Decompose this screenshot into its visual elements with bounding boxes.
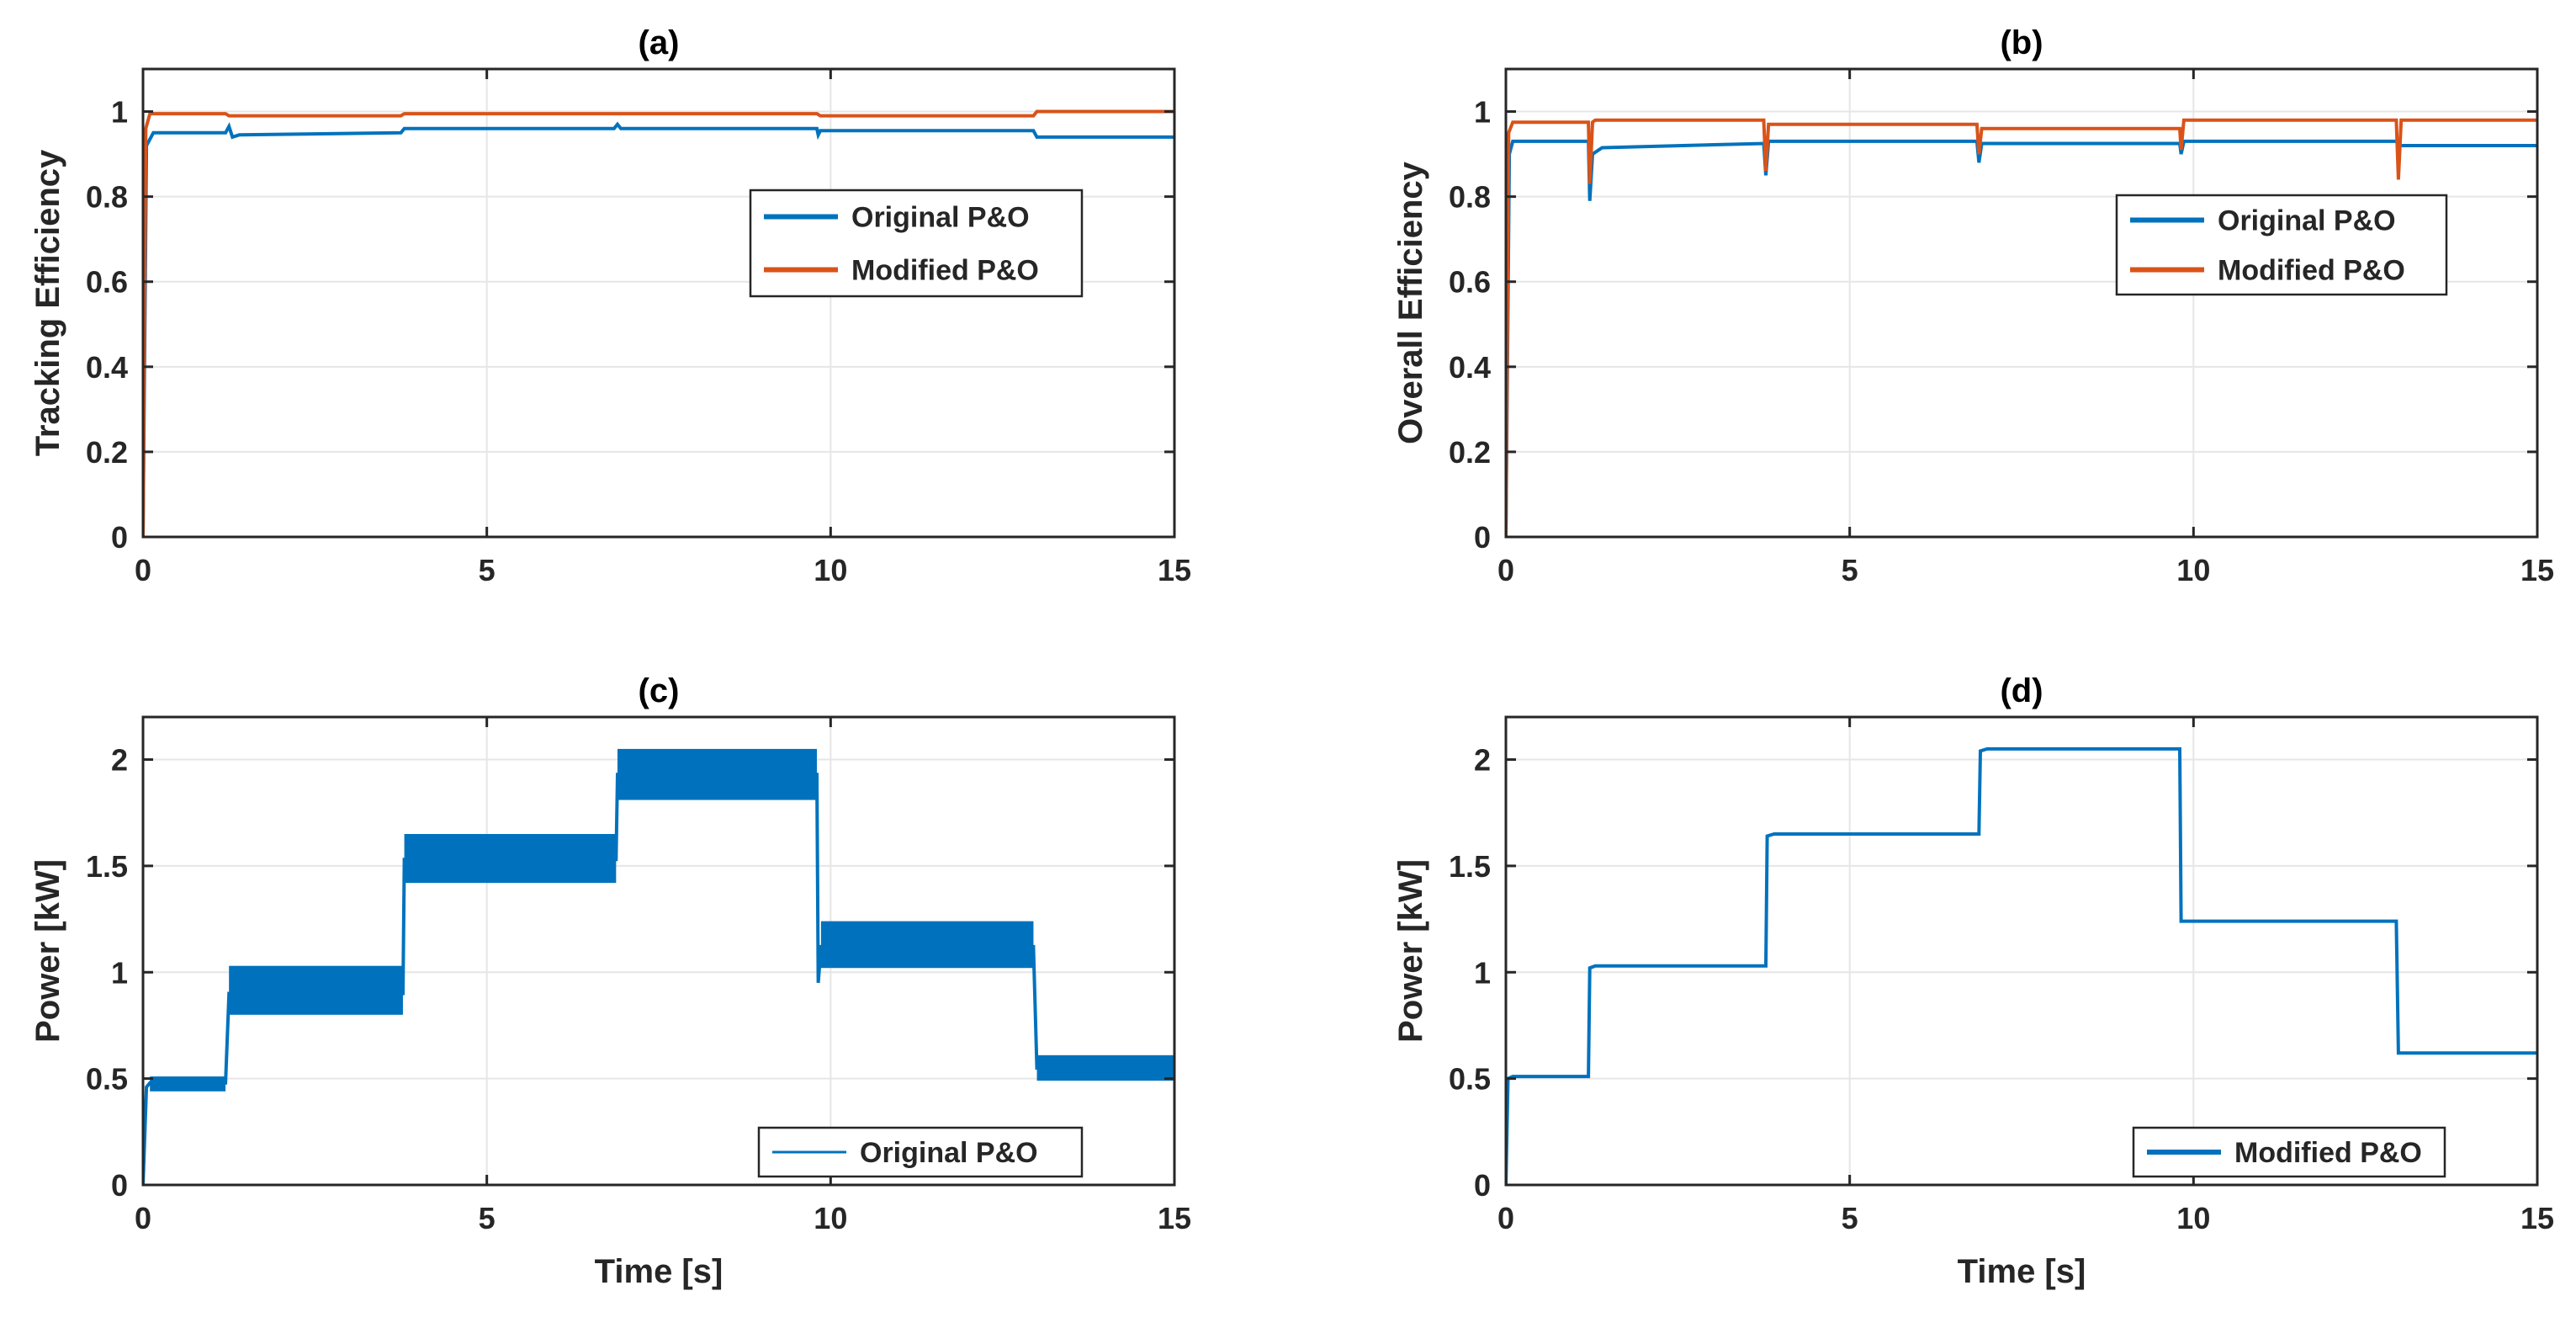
series-modified-p-o xyxy=(1506,118,2537,537)
chart-title: (a) xyxy=(639,24,680,61)
panel-c-original-power: 0 5 10 15 0 0.5 1 1.5 2 (c) Power [kW] Time [s] Orig… xyxy=(29,672,1191,1290)
y-tick-label: 1 xyxy=(111,955,128,990)
plot-area xyxy=(1506,118,2537,537)
series-line xyxy=(143,773,1174,1185)
y-axis-label: Power [kW] xyxy=(1392,859,1429,1043)
axes-box xyxy=(1504,67,2539,539)
y-axis-label: Power [kW] xyxy=(29,859,66,1043)
panel-b-overall-efficiency: 0 5 10 15 0 0.2 0.4 0.6 0.8 1 (b) Overall Efficienc… xyxy=(1392,24,2554,587)
y-tick-label: 0.5 xyxy=(86,1062,128,1097)
series-line xyxy=(143,121,1174,537)
y-axis-label: Tracking Efficiency xyxy=(29,149,66,456)
x-axis-label: Time [s] xyxy=(595,1253,724,1290)
y-axis-label: Overall Efficiency xyxy=(1392,161,1429,444)
series-modified-p-o xyxy=(143,109,1174,537)
y-tick-label: 2 xyxy=(111,743,128,778)
series-original-p-o xyxy=(143,121,1174,537)
y-tick-label: 0.8 xyxy=(86,180,128,215)
y-tick-label: 1 xyxy=(111,95,128,130)
x-tick-label: 10 xyxy=(814,1201,847,1235)
legend-box xyxy=(2115,194,2448,296)
y-tick-label: 0 xyxy=(111,1168,128,1203)
plot-area xyxy=(1506,746,2537,1185)
legend: Modified P&O xyxy=(2132,1126,2446,1178)
legend: Original P&O Modified P&O xyxy=(2115,194,2448,296)
y-tick-label: 0.5 xyxy=(1449,1062,1491,1097)
x-axis-label: Time [s] xyxy=(1958,1253,2086,1290)
plot-area xyxy=(143,109,1174,537)
y-tick-label: 0.4 xyxy=(86,350,128,385)
oscillation-band xyxy=(820,921,1034,969)
y-tick-label: 0.6 xyxy=(86,265,128,300)
x-tick-label: 0 xyxy=(135,553,151,587)
x-tick-label: 10 xyxy=(2176,1201,2210,1235)
legend-label: Modified P&O xyxy=(2234,1137,2422,1169)
series-line xyxy=(1506,746,2537,1185)
series-modified-p-o xyxy=(1506,746,2537,1185)
x-tick-label: 5 xyxy=(1842,553,1858,587)
x-tick-label: 15 xyxy=(2520,1201,2554,1235)
x-tick-label: 10 xyxy=(814,553,847,587)
x-tick-label: 5 xyxy=(479,553,496,587)
panel-a-tracking-efficiency: 0 5 10 15 0 0.2 0.4 0.6 0.8 1 (a) Tracking Efficien… xyxy=(29,24,1191,587)
series-line xyxy=(143,109,1174,537)
plot-area xyxy=(143,748,1174,1185)
legend-label: Modified P&O xyxy=(851,255,1039,287)
axes-box xyxy=(141,67,1176,539)
chart-title: (c) xyxy=(639,672,680,709)
axes-box xyxy=(1504,715,2539,1187)
panel-d-modified-power: 0 5 10 15 0 0.5 1 1.5 2 (d) Power [kW] Time [s] Modi… xyxy=(1392,672,2554,1290)
y-tick-label: 1 xyxy=(1474,95,1491,130)
x-tick-label: 0 xyxy=(1497,1201,1514,1235)
legend-label: Original P&O xyxy=(860,1137,1038,1169)
legend-label: Original P&O xyxy=(851,202,1030,234)
series-line xyxy=(1506,118,2537,537)
x-tick-label: 15 xyxy=(1158,1201,1191,1235)
axes-box xyxy=(141,715,1176,1187)
x-tick-label: 15 xyxy=(1158,553,1191,587)
y-tick-label: 0 xyxy=(1474,1168,1491,1203)
chart-title: (b) xyxy=(2000,24,2043,61)
y-tick-label: 1.5 xyxy=(1449,849,1491,884)
x-tick-label: 5 xyxy=(479,1201,496,1235)
legend: Original P&O Modified P&O xyxy=(749,189,1084,298)
chart-title: (d) xyxy=(2000,672,2043,709)
y-tick-label: 2 xyxy=(1474,743,1491,778)
y-tick-label: 0.2 xyxy=(86,435,128,470)
x-tick-label: 15 xyxy=(2520,553,2554,587)
oscillation-band xyxy=(229,965,403,1015)
y-tick-label: 0.2 xyxy=(1449,435,1491,470)
y-tick-label: 1.5 xyxy=(86,849,128,884)
x-tick-label: 0 xyxy=(135,1201,151,1235)
legend-label: Modified P&O xyxy=(2218,255,2405,287)
legend-box xyxy=(749,189,1084,298)
y-tick-label: 0.4 xyxy=(1449,350,1491,385)
series-original-p-o xyxy=(143,748,1174,1185)
y-tick-label: 0.8 xyxy=(1449,180,1491,215)
y-tick-label: 1 xyxy=(1474,955,1491,990)
legend-label: Original P&O xyxy=(2218,205,2396,237)
y-tick-label: 0.6 xyxy=(1449,265,1491,300)
y-tick-label: 0 xyxy=(111,520,128,555)
y-tick-label: 0 xyxy=(1474,520,1491,555)
x-tick-label: 0 xyxy=(1497,553,1514,587)
x-tick-label: 5 xyxy=(1842,1201,1858,1235)
legend: Original P&O xyxy=(757,1126,1084,1178)
x-tick-label: 10 xyxy=(2176,553,2210,587)
